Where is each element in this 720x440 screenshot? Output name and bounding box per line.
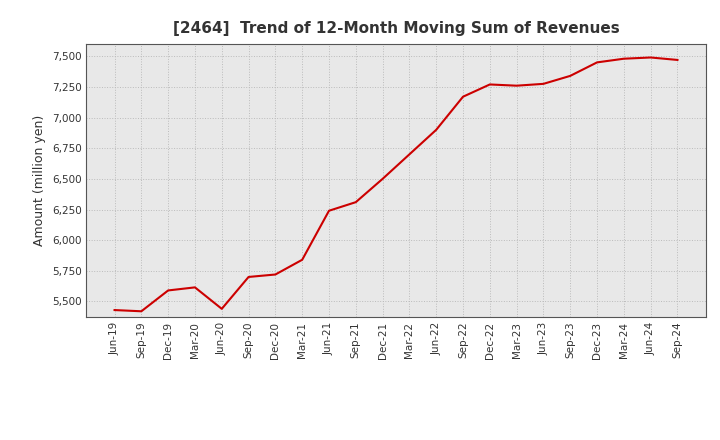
Y-axis label: Amount (million yen): Amount (million yen) bbox=[33, 115, 46, 246]
Title: [2464]  Trend of 12-Month Moving Sum of Revenues: [2464] Trend of 12-Month Moving Sum of R… bbox=[173, 21, 619, 36]
